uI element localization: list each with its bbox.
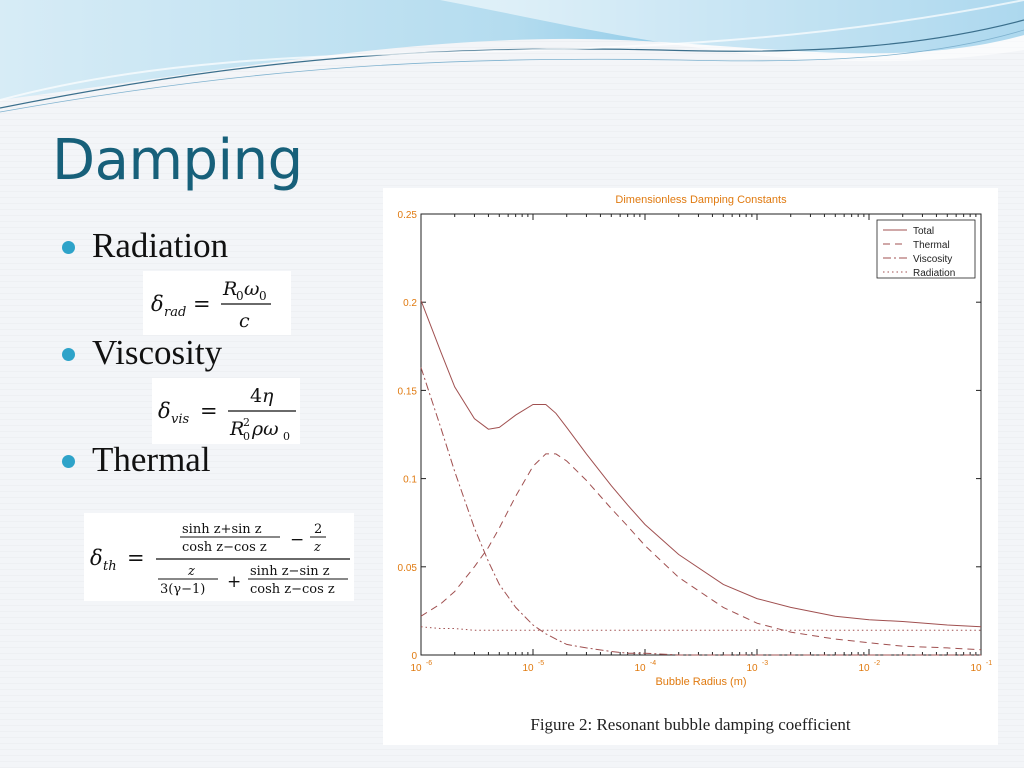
x-tick-label: 10 xyxy=(634,663,646,674)
svg-text:sinh z−sin z: sinh z−sin z xyxy=(250,564,330,579)
slide-title: Damping xyxy=(52,128,303,193)
bullet-label: Thermal xyxy=(92,440,211,479)
wave-header-decoration xyxy=(0,0,1024,113)
x-tick-exponent: -1 xyxy=(986,660,992,667)
bullet-dot-icon xyxy=(62,241,75,254)
series-line-thermal xyxy=(420,453,982,651)
svg-text:2: 2 xyxy=(314,522,322,537)
svg-text:δ: δ xyxy=(90,546,103,570)
svg-text:vis: vis xyxy=(171,412,190,427)
bullet-dot-icon xyxy=(62,455,75,468)
x-tick-exponent: -5 xyxy=(538,660,544,667)
x-tick-exponent: -6 xyxy=(426,660,432,667)
series-line-radiation xyxy=(420,626,981,631)
x-tick-label: 10 xyxy=(970,663,982,674)
y-tick-label: 0.05 xyxy=(398,563,418,574)
figure-caption: Figure 2: Resonant bubble damping coeffi… xyxy=(530,715,851,734)
svg-text:−: − xyxy=(290,530,304,550)
svg-text:=: = xyxy=(200,399,218,423)
viscosity-equation-image: δ vis = 4 η R 0 2 ρω 0 xyxy=(152,378,300,444)
legend-label: Total xyxy=(913,226,934,237)
svg-text:=: = xyxy=(193,292,211,316)
chart-legend: Total Thermal Viscosity Radiation xyxy=(876,219,976,279)
svg-text:c: c xyxy=(239,310,250,332)
svg-text:3(γ−1): 3(γ−1) xyxy=(160,582,205,597)
svg-text:rad: rad xyxy=(164,305,186,320)
svg-text:0: 0 xyxy=(243,430,250,443)
svg-text:δ: δ xyxy=(158,399,171,423)
x-tick-label: 10 xyxy=(410,663,422,674)
svg-text:0: 0 xyxy=(283,430,290,443)
y-tick-label: 0.15 xyxy=(398,386,418,397)
chart-title: Dimensionless Damping Constants xyxy=(615,194,787,206)
y-tick-label: 0.1 xyxy=(403,475,417,486)
x-tick-label: 10 xyxy=(858,663,870,674)
series-line-viscosity xyxy=(420,367,981,656)
bullet-label: Viscosity xyxy=(92,333,223,372)
y-tick-label: 0.2 xyxy=(403,298,417,309)
svg-text:cosh z−cos z: cosh z−cos z xyxy=(250,582,335,597)
series-line-total xyxy=(420,300,982,628)
svg-text:z: z xyxy=(187,564,195,579)
plot-frame xyxy=(420,213,982,656)
svg-text:2: 2 xyxy=(243,416,250,429)
y-tick-label: 0 xyxy=(411,651,417,662)
svg-text:δ: δ xyxy=(151,292,164,316)
svg-text:R: R xyxy=(222,278,237,300)
svg-text:ω: ω xyxy=(244,278,260,300)
svg-text:η: η xyxy=(262,385,274,407)
svg-text:0: 0 xyxy=(236,289,244,303)
svg-text:+: + xyxy=(227,572,241,592)
svg-text:R: R xyxy=(229,418,244,440)
legend-label: Radiation xyxy=(913,268,955,279)
x-tick-label: 10 xyxy=(522,663,534,674)
svg-text:cosh z−cos z: cosh z−cos z xyxy=(182,540,267,555)
radiation-equation-image: δ rad = R 0 ω 0 c xyxy=(143,271,291,335)
svg-text:th: th xyxy=(103,559,117,574)
svg-text:4: 4 xyxy=(250,385,262,407)
svg-text:sinh z+sin z: sinh z+sin z xyxy=(182,522,262,537)
x-tick-exponent: -2 xyxy=(874,660,880,667)
y-tick-label: 0.25 xyxy=(398,210,418,221)
x-axis-label: Bubble Radius (m) xyxy=(655,676,746,688)
bullet-dot-icon xyxy=(62,348,75,361)
svg-text:=: = xyxy=(127,546,145,570)
damping-chart: Dimensionless Damping Constants 0 0.05 0.1 0… xyxy=(398,194,993,688)
thermal-equation-image: δ th = sinh z+sin z cosh z−cos z − 2 z z… xyxy=(84,513,354,601)
legend-label: Viscosity xyxy=(913,254,952,265)
legend-label: Thermal xyxy=(913,240,950,251)
svg-text:z: z xyxy=(313,540,321,555)
bullet-label: Radiation xyxy=(92,226,229,265)
svg-text:ρω: ρω xyxy=(251,418,279,440)
figure-panel: Dimensionless Damping Constants 0 0.05 0.1 0… xyxy=(383,188,998,745)
x-tick-exponent: -4 xyxy=(650,660,656,667)
x-tick-label: 10 xyxy=(746,663,758,674)
x-tick-exponent: -3 xyxy=(762,660,768,667)
svg-text:0: 0 xyxy=(259,289,267,303)
